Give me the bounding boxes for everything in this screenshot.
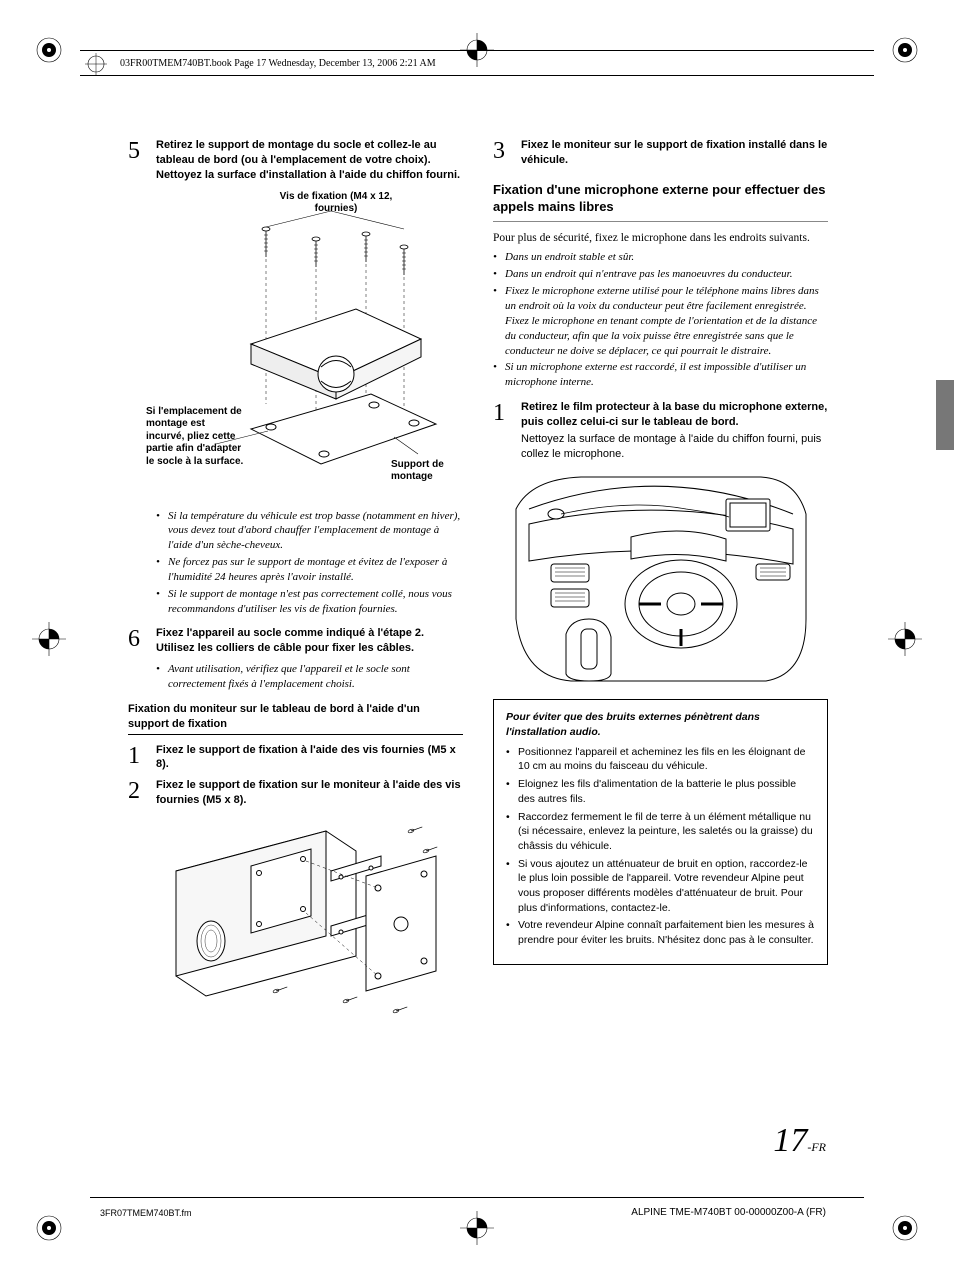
page-number-main: 17	[773, 1122, 807, 1159]
step-number: 1	[128, 743, 156, 773]
section-title: Fixation d'une microphone externe pour e…	[493, 182, 828, 223]
step-1c: 1 Retirez le film protecteur à la base d…	[493, 400, 828, 461]
right-column: 3 Fixez le moniteur sur le support de fi…	[493, 138, 828, 1034]
step-text: Fixez le moniteur sur le support de fixa…	[521, 138, 828, 168]
note-item: Si le support de montage n'est pas corre…	[156, 587, 463, 617]
sub-heading: Fixation du moniteur sur le tableau de b…	[128, 702, 463, 735]
page-number-suffix: -FR	[807, 1140, 826, 1154]
step-1b: 1 Fixez le support de fixation à l'aide …	[128, 743, 463, 773]
step-sub: Nettoyez la surface de montage à l'aide …	[521, 432, 828, 462]
step-3: 3 Fixez le moniteur sur le support de fi…	[493, 138, 828, 168]
box-title: Pour éviter que des bruits externes pénè…	[506, 710, 815, 738]
note-item: Dans un endroit qui n'entrave pas les ma…	[493, 267, 828, 282]
notes-step5: Si la température du véhicule est trop b…	[156, 509, 463, 617]
figure-dashboard	[511, 469, 828, 689]
step-5: 5 Retirez le support de montage du socle…	[128, 138, 463, 183]
step-number: 2	[128, 778, 156, 808]
box-list: Positionnez l'appareil et acheminez les …	[506, 745, 815, 948]
figure-monitor-mount	[156, 816, 463, 1026]
step-text: Retirez le support de montage du socle e…	[156, 138, 463, 183]
crosshair-icon	[888, 622, 922, 656]
box-item: Votre revendeur Alpine connaît parfaitem…	[506, 918, 815, 947]
footer-right: ALPINE TME-M740BT 00-00000Z00-A (FR)	[631, 1207, 826, 1218]
intro-text: Pour plus de sécurité, fixez le micropho…	[493, 232, 828, 244]
footer-left: 3FR07TMEM740BT.fm	[100, 1208, 192, 1218]
reg-mark-icon	[888, 1211, 922, 1245]
noise-box: Pour éviter que des bruits externes pénè…	[493, 699, 828, 964]
footer-rule	[90, 1197, 864, 1198]
crosshair-icon	[32, 622, 66, 656]
step-text: Fixez le support de fixation à l'aide de…	[156, 743, 463, 773]
note-item: Si un microphone externe est raccordé, i…	[493, 360, 828, 390]
figure-bracket: Vis de fixation (M4 x 12, fournies)	[156, 191, 463, 501]
note-item: Dans un endroit stable et sûr.	[493, 250, 828, 265]
note-item: Ne forcez pas sur le support de montage …	[156, 555, 463, 585]
step-6: 6 Fixez l'appareil au socle comme indiqu…	[128, 626, 463, 656]
note-item: Fixez le microphone externe utilisé pour…	[493, 284, 828, 358]
note-item: Avant utilisation, vérifiez que l'appare…	[156, 662, 463, 692]
step-text: Fixez le support de fixation sur le moni…	[156, 778, 463, 808]
reg-mark-icon	[32, 1211, 66, 1245]
step-2b: 2 Fixez le support de fixation sur le mo…	[128, 778, 463, 808]
step-number: 6	[128, 626, 156, 656]
step-number: 3	[493, 138, 521, 168]
page-header: 03FR00TMEM740BT.book Page 17 Wednesday, …	[80, 50, 874, 76]
step-number: 1	[493, 400, 521, 461]
edge-tab	[936, 380, 954, 450]
crosshair-icon	[460, 1211, 494, 1245]
caption-bend: Si l'emplacement de montage est incurvé,…	[146, 406, 246, 469]
page-number: 17-FR	[773, 1122, 826, 1160]
step-text: Retirez le film protecteur à la base du …	[521, 400, 828, 461]
step-number: 5	[128, 138, 156, 183]
note-item: Si la température du véhicule est trop b…	[156, 509, 463, 554]
reg-mark-icon	[888, 33, 922, 67]
step-bold: Retirez le film protecteur à la base du …	[521, 401, 827, 428]
step-text: Fixez l'appareil au socle comme indiqué …	[156, 626, 463, 656]
notes-step6: Avant utilisation, vérifiez que l'appare…	[156, 662, 463, 692]
box-item: Positionnez l'appareil et acheminez les …	[506, 745, 815, 774]
mic-notes: Dans un endroit stable et sûr. Dans un e…	[493, 250, 828, 390]
book-icon	[85, 53, 107, 80]
box-item: Raccordez fermement le fil de terre à un…	[506, 810, 815, 854]
header-text: 03FR00TMEM740BT.book Page 17 Wednesday, …	[120, 58, 436, 69]
left-column: 5 Retirez le support de montage du socle…	[128, 138, 463, 1034]
caption-bracket: Support de montage	[391, 459, 461, 484]
box-item: Si vous ajoutez un atténuateur de bruit …	[506, 857, 815, 916]
box-item: Eloignez les fils d'alimentation de la b…	[506, 777, 815, 806]
reg-mark-icon	[32, 33, 66, 67]
